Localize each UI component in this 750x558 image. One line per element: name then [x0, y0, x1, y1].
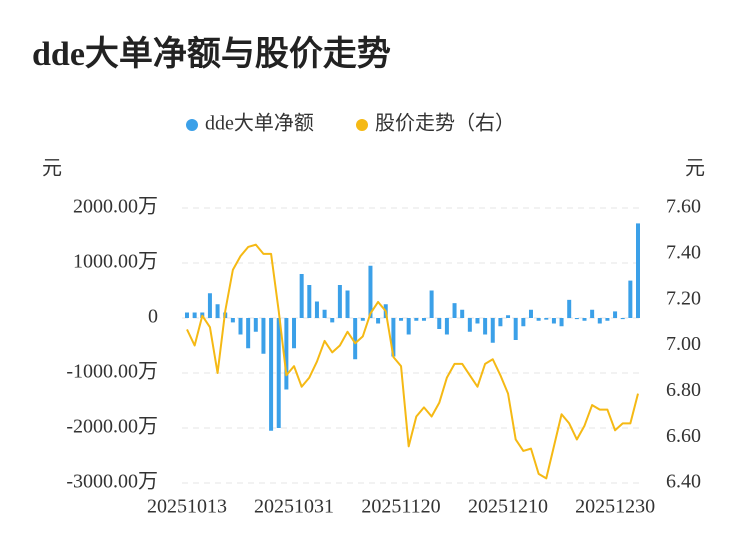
bar [444, 318, 449, 335]
bar [269, 318, 274, 431]
price-line [186, 243, 639, 480]
bar [391, 318, 396, 357]
bar [460, 309, 465, 318]
y-tick-label: 1000.00万 [73, 251, 158, 273]
y-tick-label: -3000.00万 [66, 471, 158, 493]
x-tick-label: 20251013 [147, 496, 227, 518]
bar [253, 318, 258, 332]
bar [238, 318, 243, 335]
bar [337, 285, 342, 318]
y2-tick-label: 6.60 [666, 425, 701, 447]
bar [574, 318, 579, 320]
bar [353, 318, 358, 360]
y2-tick-label: 7.40 [666, 241, 701, 263]
bar [246, 318, 251, 349]
bar [314, 301, 319, 318]
bar [276, 318, 281, 428]
bar [345, 290, 350, 318]
legend-label: dde大单净额 [205, 112, 314, 135]
bar [628, 280, 633, 318]
bar [483, 318, 488, 335]
x-tick-label: 20251031 [254, 496, 334, 518]
bar [590, 309, 595, 318]
bar [452, 303, 457, 318]
legend-label: 股价走势（右） [375, 112, 515, 135]
y2-tick-label: 7.00 [666, 333, 701, 355]
y2-tick-label: 6.40 [666, 471, 701, 493]
bar [490, 318, 495, 343]
bar [437, 318, 442, 329]
bar [230, 318, 235, 323]
bar [376, 318, 381, 324]
bar [605, 318, 610, 321]
bar [322, 309, 327, 318]
bar [475, 318, 480, 324]
x-tick-label: 20251210 [468, 496, 548, 518]
bar [506, 315, 511, 318]
bar [185, 312, 189, 318]
y2-tick-label: 6.80 [666, 379, 701, 401]
y-tick-label: -2000.00万 [66, 416, 158, 438]
bar [284, 318, 289, 390]
bar [536, 318, 541, 321]
y-tick-label: -1000.00万 [66, 361, 158, 383]
bar [544, 318, 549, 320]
bar [559, 318, 564, 327]
bar [368, 265, 373, 318]
bar [597, 318, 602, 324]
y-axis-unit: 元 [42, 158, 62, 180]
bar [292, 318, 297, 349]
bar [215, 304, 220, 318]
bar [192, 312, 197, 318]
chart-title: dde大单净额与股价走势 [32, 35, 391, 73]
y2-tick-label: 7.60 [666, 196, 701, 218]
bar [421, 318, 426, 321]
bar [429, 290, 434, 318]
bar [636, 223, 640, 318]
bar [414, 318, 419, 321]
bar [360, 318, 365, 321]
bar [582, 318, 587, 321]
legend-marker [356, 119, 368, 131]
y2-axis-unit: 元 [685, 158, 705, 180]
bar [620, 318, 625, 320]
bar [498, 318, 503, 327]
y2-tick-label: 7.20 [666, 287, 701, 309]
x-tick-label: 20251230 [575, 496, 655, 518]
bar [528, 309, 533, 318]
bar [513, 318, 518, 340]
bar [567, 299, 572, 318]
bar [521, 318, 526, 327]
bar [551, 318, 556, 324]
bar [261, 318, 266, 354]
bar [467, 318, 472, 332]
y-tick-label: 2000.00万 [73, 196, 158, 218]
bar [399, 318, 404, 321]
bar [299, 274, 304, 318]
x-tick-label: 20251120 [361, 496, 440, 518]
bar [406, 318, 411, 335]
bar [207, 293, 212, 318]
y-tick-label: 0 [148, 306, 158, 328]
bar [307, 285, 312, 318]
bar [613, 311, 618, 318]
bar [330, 318, 335, 323]
legend-marker [186, 119, 198, 131]
